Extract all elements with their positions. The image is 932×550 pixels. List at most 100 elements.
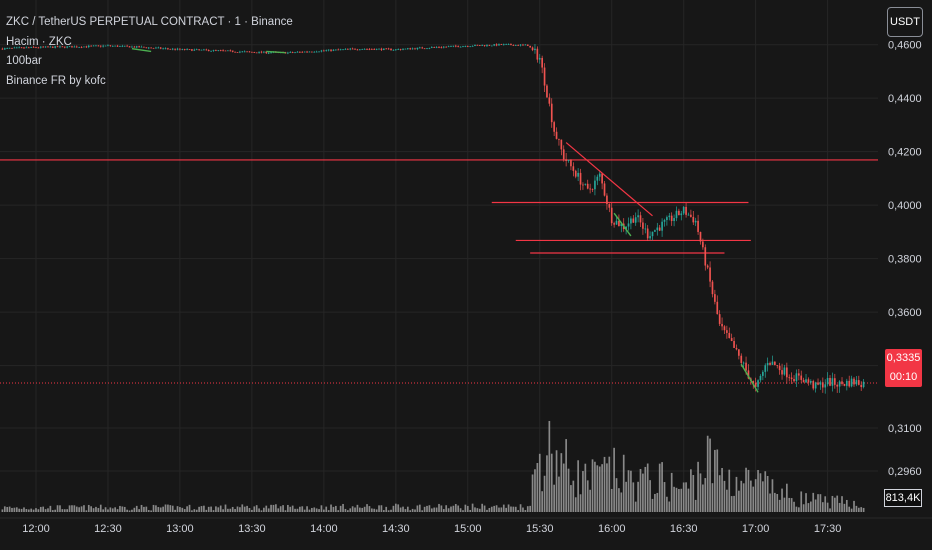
volume-bar: [781, 488, 783, 512]
candle-body: [358, 49, 361, 51]
candle-body: [476, 44, 479, 46]
volume-bar: [80, 506, 83, 512]
candle-body: [505, 44, 508, 45]
volume-bar: [754, 479, 757, 512]
volume-bar: [78, 507, 81, 512]
candle-body: [510, 44, 512, 46]
candle-body: [819, 382, 822, 385]
volume-bar: [409, 510, 412, 512]
volume-bar: [332, 506, 335, 512]
price-axis[interactable]: 0,46000,44000,42000,40000,38000,36000,34…: [888, 40, 922, 478]
volume-bar: [814, 499, 817, 512]
time-tick-label: 16:30: [670, 523, 698, 535]
volume-bar: [169, 505, 172, 512]
volume-bar: [790, 498, 793, 512]
volume-bar: [234, 509, 236, 512]
volume-bar: [454, 504, 457, 512]
volume-bars: [1, 420, 865, 512]
volume-bar: [30, 508, 33, 512]
candle-body: [378, 48, 380, 50]
candle-body: [471, 45, 474, 47]
candle-body: [570, 159, 572, 167]
candle-body: [670, 215, 673, 222]
candle-body: [289, 51, 292, 53]
volume-bar: [802, 504, 805, 512]
drawings[interactable]: [131, 48, 759, 393]
candle-body: [634, 217, 637, 223]
volume-indicator-label[interactable]: Hacim · ZKC: [6, 35, 72, 48]
candle-body: [128, 46, 131, 48]
volume-bar: [294, 508, 296, 512]
volume-bar: [11, 507, 13, 512]
volume-bar: [505, 507, 508, 512]
volume-bar: [632, 482, 635, 512]
volume-bar: [738, 490, 740, 512]
volume-bar: [246, 505, 248, 512]
candle-body: [680, 213, 683, 216]
volume-bar: [565, 439, 567, 512]
volume-bar: [282, 505, 284, 512]
candle-body: [730, 338, 733, 342]
volume-bar: [495, 505, 498, 512]
volume-bar: [783, 497, 786, 512]
volume-bar: [212, 510, 215, 512]
volume-bar: [488, 508, 491, 512]
candle-body: [841, 381, 843, 384]
volume-bar: [426, 505, 428, 512]
candle-body: [85, 46, 88, 48]
candle-body: [356, 49, 359, 51]
candle-body: [47, 46, 49, 48]
candle-body: [538, 57, 541, 60]
volume-bar: [387, 510, 390, 512]
volume-bar: [375, 509, 378, 512]
volume-bar: [572, 480, 575, 512]
volume-bar: [675, 487, 678, 512]
volume-bar: [97, 508, 100, 512]
volume-bar: [817, 494, 819, 512]
volume-bar: [682, 482, 685, 512]
candle-body: [253, 52, 256, 54]
candle-body: [397, 49, 400, 50]
volume-bar: [366, 504, 368, 512]
volume-bar: [253, 506, 256, 512]
volume-bar: [601, 464, 603, 512]
volume-bar: [668, 501, 671, 512]
volume-bar: [603, 456, 606, 512]
volume-bar: [27, 509, 30, 512]
candle-body: [270, 52, 272, 54]
time-axis[interactable]: 12:00 12:30 13:00 13:30 14:00 14:30 15:00 15:30…: [22, 523, 841, 535]
candle-body: [608, 204, 611, 208]
candle-body: [651, 231, 654, 237]
volume-bar: [203, 505, 205, 512]
symbol-title[interactable]: ZKC / TetherUS PERPETUAL CONTRACT · 1 · …: [6, 16, 293, 28]
candle-body: [169, 48, 172, 50]
volume-axis-tick-label: 0,3100: [888, 423, 922, 435]
volume-bar: [248, 508, 251, 512]
volume-bar: [574, 497, 577, 512]
volume-bar: [812, 492, 815, 512]
volume-bar: [239, 507, 241, 512]
green-marker-stroke: [740, 363, 759, 393]
volume-bar: [200, 506, 203, 512]
indicator-100bar-label[interactable]: 100bar: [6, 55, 42, 67]
volume-bar: [411, 508, 414, 512]
candle-body: [411, 48, 414, 50]
volume-bar: [363, 506, 366, 512]
price-candles: [1, 43, 865, 394]
volume-bar: [591, 459, 594, 512]
candle-body: [325, 50, 328, 52]
currency-button[interactable]: USDT: [887, 7, 923, 37]
candle-body: [231, 50, 234, 52]
volume-bar: [726, 489, 728, 512]
candle-body: [229, 50, 232, 52]
volume-bar: [430, 508, 433, 512]
volume-bar: [255, 505, 258, 512]
indicator-funding-rate-label[interactable]: Binance FR by kofc: [6, 74, 106, 87]
volume-bar: [83, 505, 85, 512]
volume-bar: [596, 465, 599, 512]
candle-body: [191, 49, 193, 51]
volume-bar: [195, 509, 198, 512]
level-lines[interactable]: [0, 159, 878, 384]
candle-body: [20, 47, 23, 49]
